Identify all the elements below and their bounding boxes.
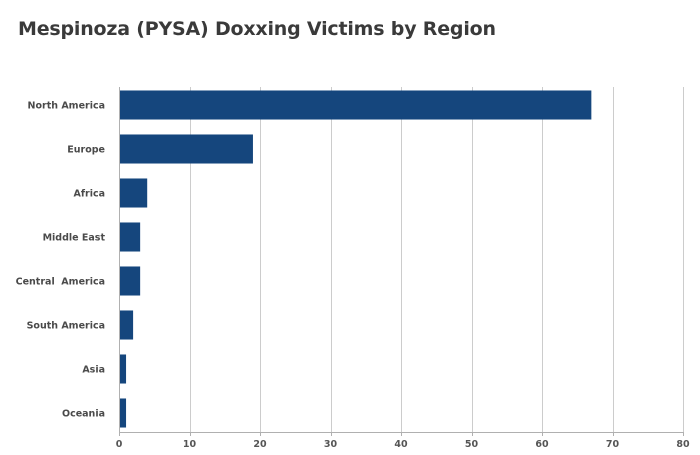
bar-africa — [119, 178, 148, 208]
labels: 0 10 20 30 40 50 60 70 80 North America Europe Afri… — [16, 101, 690, 451]
x-tick-label: 10 — [183, 439, 197, 450]
category-label: Africa — [74, 189, 105, 200]
category-label: Central America — [16, 277, 105, 288]
bar-central-america — [119, 266, 141, 296]
category-label: Middle East — [43, 233, 106, 244]
bar-asia — [119, 354, 127, 384]
x-tick-label: 30 — [324, 439, 338, 450]
bar-middle-east — [119, 222, 141, 252]
bar-europe — [119, 134, 253, 164]
x-tick-label: 40 — [394, 439, 408, 450]
bar-south-america — [119, 310, 134, 340]
category-label: North America — [28, 101, 105, 112]
axes — [119, 87, 684, 436]
x-tick-label: 60 — [535, 439, 549, 450]
x-tick-label: 20 — [253, 439, 267, 450]
x-tick-label: 70 — [606, 439, 620, 450]
bar-oceania — [119, 398, 127, 428]
category-label: Europe — [67, 145, 105, 156]
x-tick-label: 80 — [676, 439, 690, 450]
chart-title: Mespinoza (PYSA) Doxxing Victims by Regi… — [18, 18, 496, 40]
grid-lines — [190, 87, 684, 432]
bar-north-america — [119, 90, 592, 120]
category-label: Oceania — [62, 409, 105, 420]
x-tick-label: 0 — [116, 439, 123, 450]
bars — [119, 90, 592, 428]
category-label: South America — [27, 321, 105, 332]
category-label: Asia — [82, 365, 105, 376]
x-tick-label: 50 — [465, 439, 479, 450]
